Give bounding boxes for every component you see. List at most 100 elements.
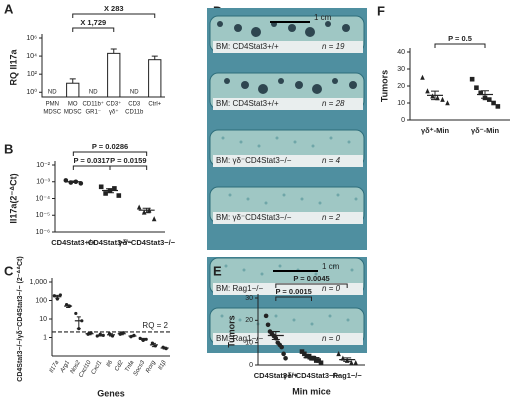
y-tick-label: 100 (35, 297, 47, 304)
point (353, 359, 359, 366)
tumor (332, 78, 338, 84)
point (469, 76, 475, 82)
x-tick-label: CD11b⁺ (83, 101, 104, 108)
tumor (332, 264, 336, 268)
point (478, 90, 484, 96)
label-bg (213, 333, 363, 345)
y-axis-label: RQ Il17a (8, 49, 18, 86)
y-tick-label: 10⁻⁵ (36, 212, 50, 219)
tumor (325, 21, 331, 27)
strip-n: n = 28 (322, 99, 345, 108)
tumor (278, 78, 284, 84)
x-tick-label: CD4Stat3+/+ (51, 238, 96, 247)
point (141, 209, 147, 215)
value-label: ND (89, 90, 98, 96)
x-tick-label: γδ⁺ (109, 109, 119, 116)
x-tick-label: CD11b (125, 110, 144, 116)
point (74, 311, 78, 316)
tumor (310, 322, 314, 326)
x-tick-label: MO (68, 102, 78, 108)
x-axis-label: Genes (97, 388, 125, 398)
y-tick-label: 10⁰ (26, 88, 37, 96)
strip-label: BM: Rag1−/− (216, 334, 263, 343)
strip-n: n = 19 (322, 42, 345, 51)
reference-label: RQ = 2 (142, 321, 168, 330)
x-tick-label: γδ⁻CD4Stat3−/− (118, 238, 175, 247)
y-tick-label: 0 (401, 117, 405, 124)
x-tick-label: MDSC (43, 110, 61, 116)
point (103, 191, 108, 196)
x-axis-label: Min mice (292, 386, 331, 396)
x-tick-label: Il1β (158, 359, 168, 371)
y-tick-label: 10⁻⁶ (36, 229, 50, 236)
tumor (264, 201, 268, 205)
error-bar (87, 332, 92, 336)
x-tick-label: Il17a (49, 359, 61, 374)
bracket (434, 43, 486, 48)
label-bg (213, 98, 363, 110)
tumor (251, 27, 261, 37)
point (304, 353, 310, 359)
tumor (318, 201, 322, 205)
x-tick-label: PMN (46, 102, 59, 108)
tumor (349, 81, 357, 89)
x-tick-label: γδ⁻-Min (471, 126, 500, 135)
tumor (278, 264, 282, 268)
error-bar (98, 334, 103, 337)
point (151, 216, 157, 222)
y-axis-label: Tumors (226, 315, 236, 347)
error-bar (481, 90, 489, 99)
bracket (72, 27, 115, 32)
y-axis-label: Tumors (379, 70, 389, 102)
x-tick-label: Cxcl1 (91, 360, 104, 376)
tumor (239, 140, 243, 144)
point (336, 351, 341, 357)
tumor (275, 136, 279, 140)
point (265, 322, 271, 328)
point (474, 85, 479, 90)
panel-label: F (377, 3, 385, 18)
bracket (72, 151, 148, 156)
error-bar (271, 331, 280, 341)
comparison-label: P = 0.0317 (73, 156, 109, 165)
bar (107, 52, 121, 98)
point (495, 104, 501, 109)
point (491, 100, 496, 106)
error-bar (141, 337, 146, 341)
bracket (72, 165, 111, 170)
x-tick-label: CD4Stat3+/+ (254, 371, 299, 380)
tumor (221, 136, 225, 140)
tumor (224, 264, 228, 268)
strip-n: n = 0 (322, 284, 341, 293)
x-tick-label: Il6 (106, 359, 115, 368)
error-bar (142, 207, 151, 214)
y-tick-label: 10⁻³ (36, 179, 50, 186)
error-bar (343, 357, 352, 362)
tumor (234, 24, 242, 32)
strip-label: BM: γδ⁻CD4Stat3−/− (216, 156, 292, 165)
strip-label: BM: γδ⁻CD4Stat3−/− (216, 213, 292, 222)
point (112, 186, 117, 191)
y-tick-label: 1,000 (29, 279, 47, 286)
panel-label: C (4, 263, 14, 278)
x-tick-label: CD4Stat3−/− (88, 238, 133, 247)
point (279, 344, 284, 350)
error-bar (76, 316, 81, 330)
panel-label: A (4, 1, 14, 16)
scale-label: 1 cm (322, 262, 340, 271)
y-tick-label: 20 (397, 83, 405, 90)
x-tick-label: MDSC (64, 110, 82, 116)
y-tick-label: 10 (397, 100, 405, 107)
error-bar (162, 346, 167, 350)
tumor (238, 318, 242, 322)
point (116, 193, 122, 198)
label-bg (213, 155, 363, 167)
tumor (257, 144, 261, 148)
x-tick-label: γδ⁻CD4Stat3−/− (283, 371, 340, 380)
point (311, 356, 317, 361)
tumor (241, 81, 249, 89)
y-tick-label: 10 (39, 316, 47, 323)
bracket (275, 296, 312, 301)
tumor (300, 197, 304, 201)
